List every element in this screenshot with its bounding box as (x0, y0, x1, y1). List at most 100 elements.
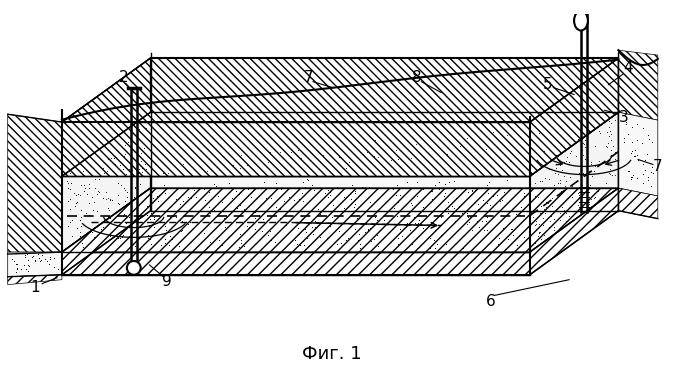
Point (327, 202, 338, 208)
Point (322, 194, 333, 200)
Point (281, 222, 292, 228)
Point (528, 207, 539, 214)
Point (120, 142, 131, 149)
Point (89, 199, 100, 205)
Point (140, 161, 151, 167)
Point (123, 214, 134, 220)
Point (359, 229, 370, 235)
Point (555, 217, 566, 223)
Point (198, 186, 209, 192)
Point (413, 217, 424, 223)
Point (548, 227, 559, 233)
Point (431, 241, 442, 248)
Point (293, 147, 304, 153)
Point (548, 216, 559, 222)
Point (209, 181, 220, 187)
Point (345, 196, 356, 202)
Point (573, 117, 584, 123)
Point (535, 178, 546, 185)
Point (482, 200, 493, 206)
Point (113, 200, 124, 206)
Point (299, 241, 310, 248)
Point (235, 202, 246, 208)
Point (632, 152, 643, 158)
Point (507, 232, 519, 238)
Point (448, 204, 459, 211)
Point (136, 170, 147, 176)
Point (602, 140, 613, 147)
Point (84, 212, 95, 218)
Point (145, 241, 156, 247)
Point (127, 166, 138, 173)
Point (235, 231, 246, 237)
Point (27, 253, 38, 260)
Point (299, 226, 310, 232)
Point (48, 255, 59, 261)
Point (563, 213, 574, 219)
Point (371, 216, 382, 223)
Point (544, 224, 555, 231)
Point (605, 147, 617, 153)
Point (145, 216, 156, 222)
Point (205, 238, 216, 245)
Point (410, 220, 421, 226)
Point (152, 198, 164, 204)
Point (165, 233, 176, 239)
Point (601, 180, 612, 186)
Point (519, 190, 530, 196)
Point (540, 204, 552, 210)
Point (533, 233, 544, 239)
Point (178, 161, 189, 167)
Point (107, 197, 118, 203)
Point (113, 201, 124, 207)
Point (589, 194, 600, 200)
Point (535, 210, 546, 216)
Point (365, 238, 376, 244)
Point (324, 223, 336, 229)
Point (278, 198, 289, 204)
Point (18, 262, 29, 268)
Point (356, 184, 368, 190)
Point (120, 187, 131, 193)
Point (492, 241, 503, 248)
Point (607, 184, 619, 190)
Point (589, 163, 600, 169)
Point (402, 220, 413, 226)
Point (502, 177, 513, 183)
Point (548, 224, 559, 230)
Point (87, 229, 98, 235)
Point (579, 185, 591, 192)
Point (392, 241, 403, 247)
Point (65, 206, 76, 212)
Point (317, 152, 329, 158)
Point (134, 246, 145, 252)
Point (464, 214, 475, 220)
Point (82, 191, 93, 197)
Point (459, 187, 470, 193)
Point (482, 190, 493, 196)
Point (482, 182, 493, 188)
Point (292, 225, 303, 231)
Point (242, 223, 253, 229)
Point (405, 227, 416, 233)
Point (449, 178, 460, 185)
Point (461, 209, 473, 216)
Point (34, 258, 45, 264)
Point (630, 153, 641, 159)
Point (539, 232, 550, 238)
Point (114, 235, 125, 241)
Point (129, 194, 140, 200)
Point (602, 129, 613, 135)
Point (202, 168, 213, 174)
Point (334, 228, 345, 234)
Point (407, 202, 418, 208)
Point (564, 150, 575, 156)
Point (242, 192, 253, 198)
Point (41, 258, 52, 264)
Point (556, 204, 568, 210)
Point (206, 206, 217, 212)
Point (647, 164, 658, 170)
Point (538, 214, 549, 221)
Point (411, 141, 422, 147)
Point (94, 176, 105, 183)
